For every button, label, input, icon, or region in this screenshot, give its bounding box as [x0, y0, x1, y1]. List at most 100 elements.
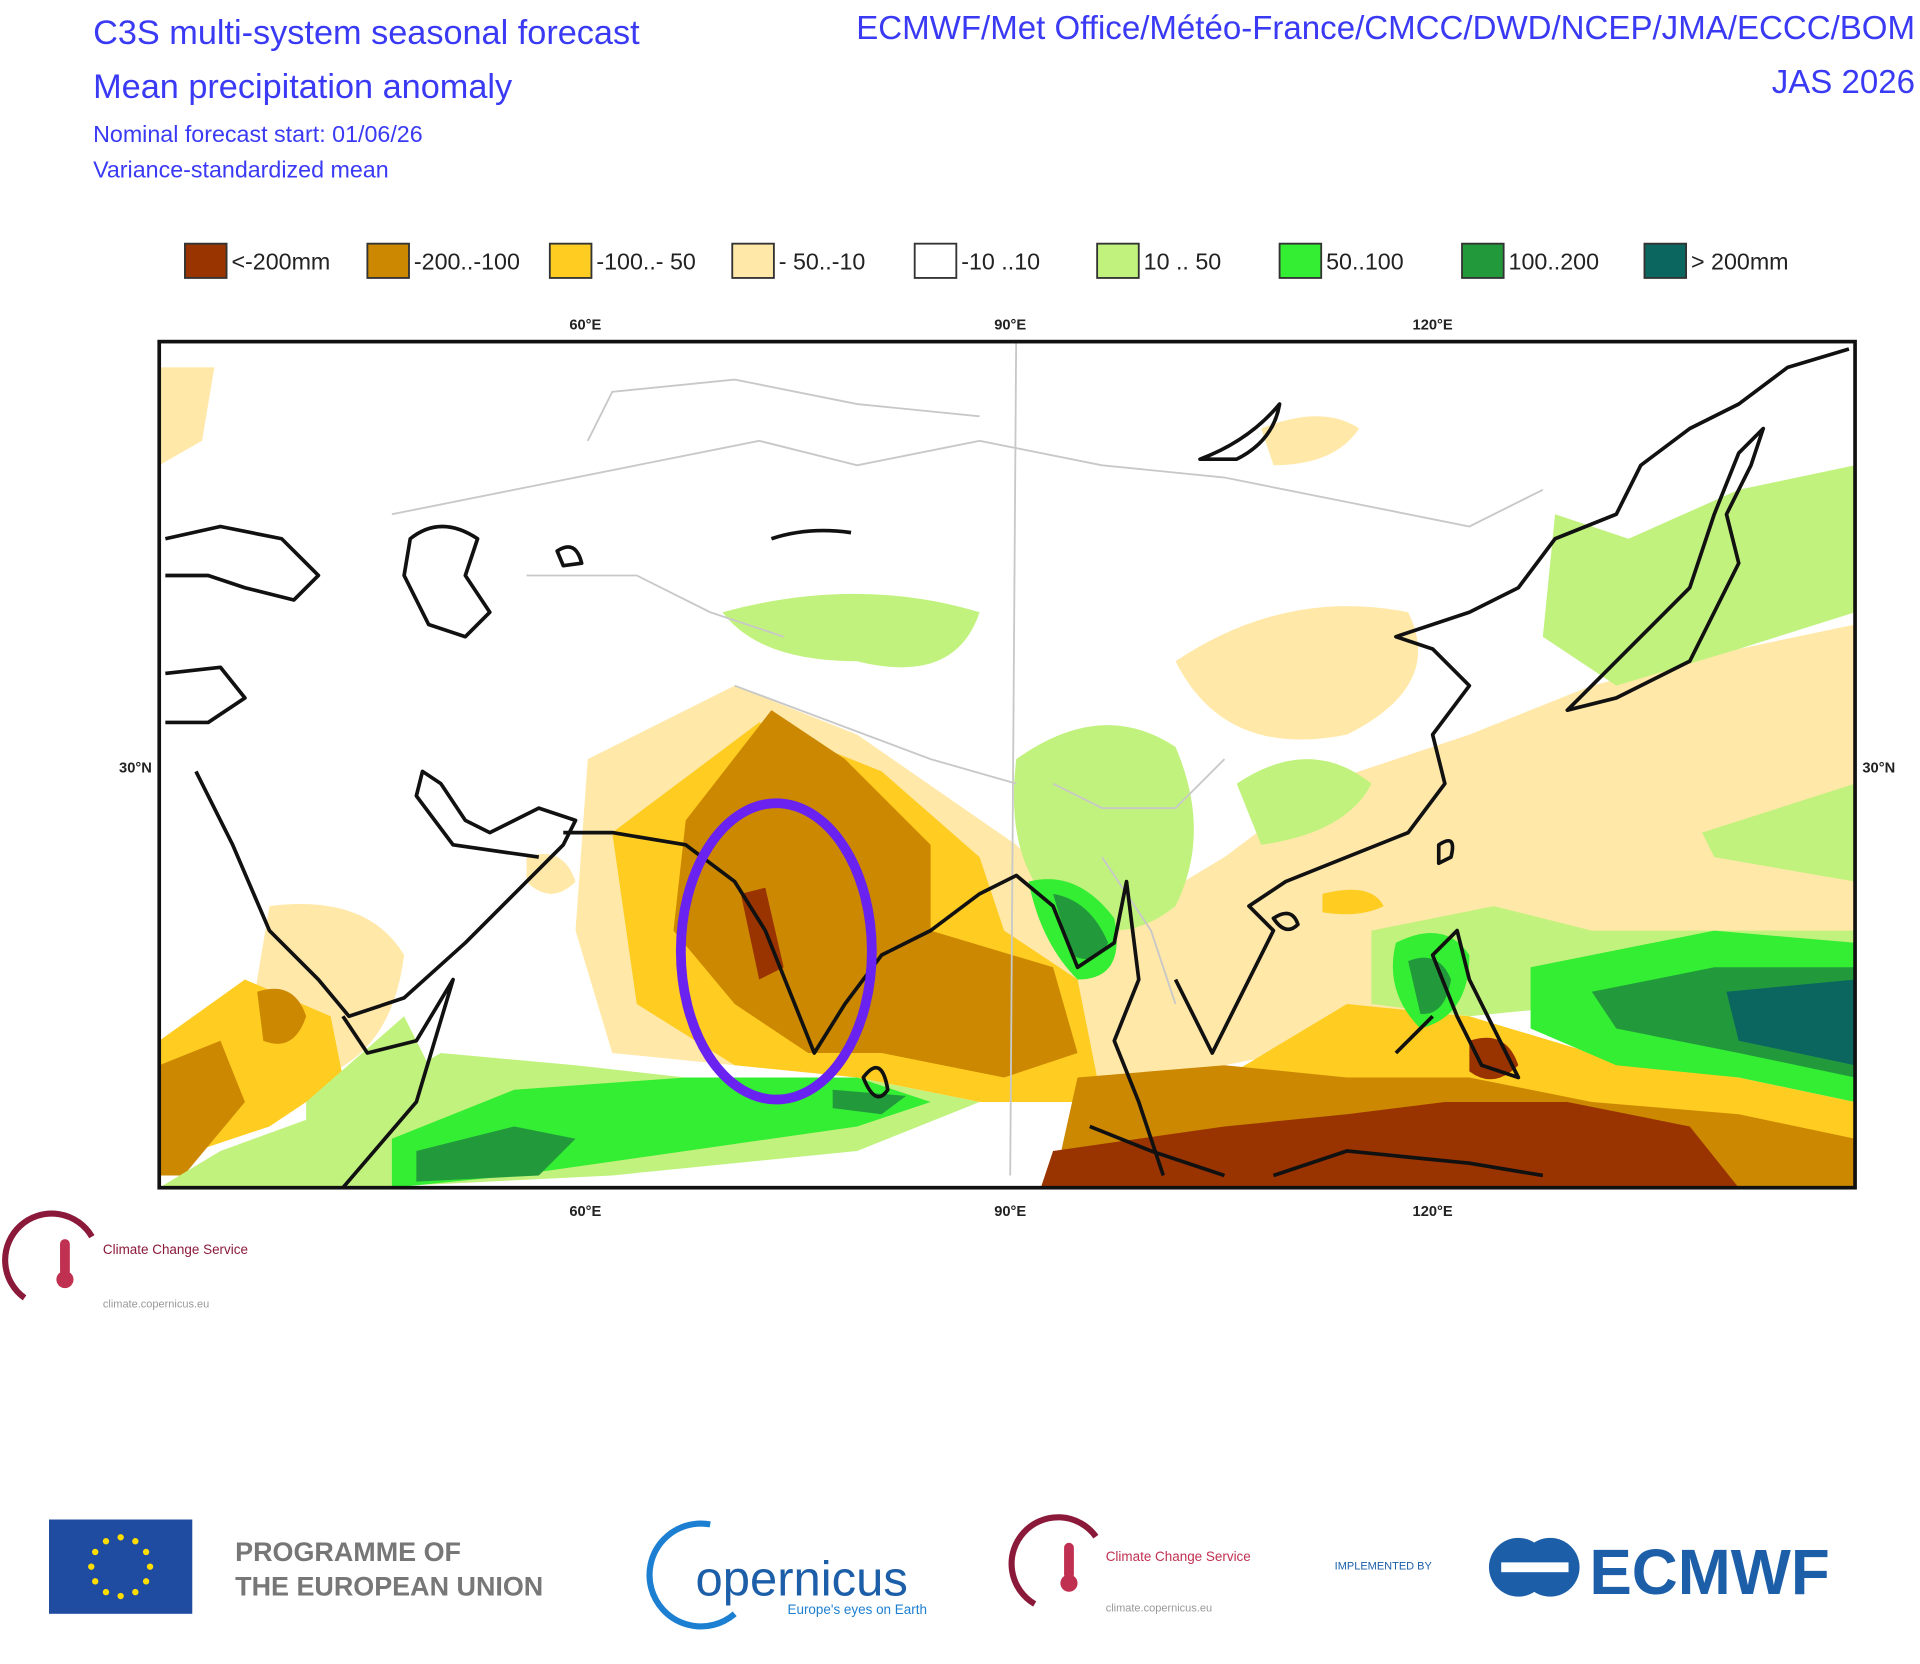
map-fields-part	[1726, 979, 1856, 1066]
subtitle: Mean precipitation anomaly	[93, 68, 513, 106]
ecmwf-logo-part	[1501, 1562, 1569, 1573]
eu-star	[92, 1548, 99, 1556]
legend-label: -200..-100	[414, 248, 520, 274]
eu-star	[88, 1563, 95, 1570]
legend-swatch	[913, 242, 958, 279]
ecmwf-logo: IMPLEMENTED BY ECMWF	[1335, 1537, 1830, 1608]
map-fields-part	[1236, 759, 1372, 845]
map-fields-part	[1013, 725, 1194, 931]
ccs-logo-part	[1060, 1574, 1078, 1592]
legend-swatch	[1643, 242, 1688, 279]
lat-label: 30°N	[119, 761, 152, 777]
ccs-logo-part	[1008, 1514, 1099, 1607]
map-fields-part	[1173, 347, 1850, 1055]
eu-text: THE EUROPEAN UNION	[235, 1571, 543, 1601]
legend-swatch	[366, 242, 410, 279]
title: C3S multi-system seasonal forecast	[93, 14, 640, 52]
map-fields-part	[1430, 928, 1521, 1080]
ccs-url: climate.copernicus.eu	[103, 1299, 209, 1311]
ccs-name: Climate Change Service	[1106, 1549, 1251, 1564]
centres: ECMWF/Met Office/Météo-France/CMCC/DWD/N…	[856, 10, 1915, 47]
map-fields-part	[165, 665, 247, 725]
map-fields-part	[832, 1089, 907, 1115]
copernicus-text: opernicus	[696, 1552, 908, 1606]
legend-swatch	[548, 242, 593, 279]
eu-star	[132, 1588, 139, 1596]
eu-star	[102, 1588, 110, 1596]
map-fields-part	[722, 593, 980, 668]
period: JAS 2026	[1772, 64, 1915, 101]
map-fields-part	[1089, 1014, 1544, 1178]
map-fields-part	[1542, 465, 1856, 686]
eu-star	[132, 1538, 139, 1545]
map-fields-part	[1322, 889, 1384, 915]
legend-label: 100..200	[1509, 248, 1600, 274]
map-fields-part	[555, 545, 584, 568]
legend-swatch	[1278, 242, 1323, 279]
ccs-name: Climate Change Service	[103, 1242, 248, 1257]
lon-label: 60°E	[569, 1204, 601, 1220]
eu-star	[92, 1578, 99, 1585]
legend-swatch	[1096, 242, 1140, 279]
map-fields-part	[770, 528, 852, 541]
ccs-logo-small: Climate Change Service climate.copernicu…	[2, 1210, 248, 1311]
copernicus-tagline: Europe's eyes on Earth	[788, 1602, 927, 1617]
map-fields-part	[1436, 839, 1455, 866]
map-fields-part	[526, 854, 576, 894]
legend-label: 50..100	[1326, 248, 1404, 274]
map-fields-part	[159, 367, 215, 466]
map-fields-part	[1565, 426, 1766, 713]
method: Variance-standardized mean	[93, 157, 389, 183]
eu-star	[146, 1563, 154, 1570]
map-fields-part	[391, 341, 1544, 1176]
map-fields-part	[341, 977, 455, 1188]
eu-star	[117, 1534, 124, 1541]
legend-label: 10 .. 50	[1144, 248, 1222, 274]
map-fields-part	[1702, 783, 1856, 882]
map-fields-part	[1261, 416, 1360, 466]
ccs-logo-small-part	[2, 1210, 95, 1301]
eu-star	[117, 1592, 124, 1600]
legend: <-200mm -200..-100 -100..- 50 - 50..-10 -10 …	[184, 242, 1789, 279]
lon-label: 90°E	[994, 1204, 1026, 1220]
map-fields-part	[402, 524, 492, 639]
eu-text: PROGRAMME OF	[235, 1537, 461, 1567]
map-fields-part	[1175, 606, 1419, 740]
legend-label: - 50..-10	[779, 248, 866, 274]
eu-star	[102, 1538, 110, 1545]
eu-logo-part	[49, 1519, 193, 1614]
map-fields	[159, 341, 1856, 1188]
legend-label: -100..- 50	[596, 248, 696, 274]
legend-label: > 200mm	[1691, 248, 1789, 274]
map-fields-part	[416, 1126, 576, 1182]
map-fields-part	[861, 1065, 890, 1099]
map-fields-part	[1469, 1037, 1519, 1080]
legend-label: <-200mm	[231, 248, 330, 274]
map-fields-part	[306, 1016, 429, 1188]
ccs-logo-part	[1064, 1542, 1074, 1580]
ccs-logo: Climate Change Service climate.copernicu…	[1008, 1514, 1251, 1614]
map-fields-part	[164, 524, 321, 602]
forecast-start: Nominal forecast start: 01/06/26	[93, 121, 423, 147]
map-fields-part	[257, 988, 307, 1044]
map-fields-part	[1271, 911, 1300, 932]
map-fields-part	[563, 830, 1165, 1177]
lon-label: 120°E	[1413, 317, 1453, 333]
lat-label: 30°N	[1862, 761, 1895, 777]
eu-logo-part	[88, 1534, 154, 1600]
map-fields-part	[1053, 893, 1109, 960]
lon-label: 90°E	[994, 317, 1026, 333]
ccs-logo-small-part	[60, 1239, 70, 1276]
highlight-ellipse	[675, 798, 877, 1105]
legend-swatch	[184, 242, 228, 279]
eu-logo: PROGRAMME OF THE EUROPEAN UNION	[49, 1519, 543, 1614]
map-frame	[157, 339, 1857, 1190]
copernicus-logo-part	[646, 1520, 737, 1630]
eu-star	[142, 1548, 150, 1556]
ecmwf-text: ECMWF	[1589, 1537, 1829, 1608]
ccs-url: climate.copernicus.eu	[1106, 1602, 1212, 1614]
legend-swatch	[1461, 242, 1505, 279]
lon-label: 60°E	[569, 317, 601, 333]
